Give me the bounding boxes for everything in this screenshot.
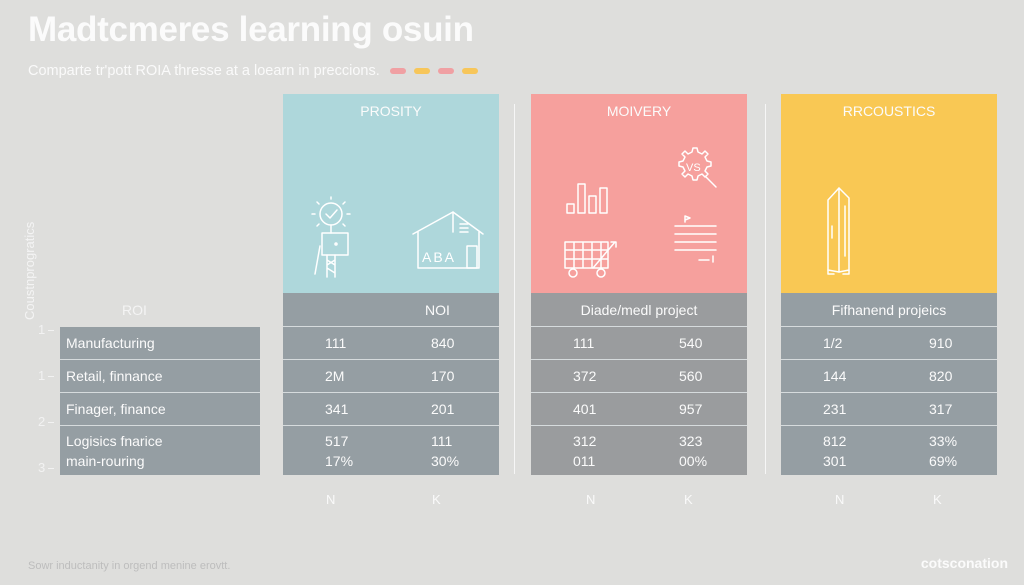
dash-yellow: [413, 68, 430, 74]
footer-note: Sowr inductanity in orgend menine erovtt…: [28, 560, 231, 572]
table-row: 312 323 011 00%: [531, 426, 747, 475]
brand-logo: cotsconation: [920, 555, 1008, 571]
panel-divider: [514, 104, 515, 474]
cell: 812: [823, 432, 847, 449]
cell: 540: [679, 335, 703, 351]
table-row: 401 957: [531, 393, 747, 426]
dash-pink: [437, 68, 454, 74]
column-footer-k: K: [933, 492, 942, 507]
panel-rrcoustics-header: RRCOUSTICS: [781, 94, 997, 293]
cell: 011: [573, 452, 596, 469]
table-row: 111 840: [283, 327, 499, 360]
table-row: 517 111 17% 30%: [283, 426, 499, 475]
cell: 17%: [325, 452, 354, 469]
lightbulb-laptop-icon: [311, 196, 351, 278]
table-header: Diade/medl project: [531, 293, 747, 327]
page-subtitle: Comparte tr'pott ROIA thresse at a loear…: [28, 63, 478, 79]
tick: 1: [38, 368, 54, 383]
cell: 323: [679, 432, 703, 449]
cell: 144: [823, 368, 847, 384]
roi-label: ROI: [122, 302, 147, 318]
folding-door-icon: [827, 187, 850, 275]
cell: 957: [679, 401, 703, 417]
panel-moivery: MOIVERY VS Diade/medl project 111 540 372…: [531, 94, 747, 475]
row-labels: Manufacturing Retail, finnance Finager, …: [60, 327, 260, 475]
cell: 111: [573, 335, 595, 351]
tick: 1: [38, 322, 54, 337]
table-row: 372 560: [531, 360, 747, 393]
cell: 910: [929, 335, 953, 351]
panel-divider: [765, 104, 766, 474]
table-row: 812 33% 301 69%: [781, 426, 997, 475]
panel-title: PROSITY: [360, 103, 422, 119]
cell: 1/2: [823, 335, 843, 351]
tick: 2: [38, 414, 54, 429]
cell: 69%: [929, 452, 958, 469]
table-row: 1/2 910: [781, 327, 997, 360]
table-row: 2M 170: [283, 360, 499, 393]
panel-rrcoustics: RRCOUSTICS Fifhanend projeics 1/2 910 144…: [781, 94, 997, 475]
row-label-logistics-line1: Logisics fnarice: [66, 432, 163, 449]
table-header: NOI: [283, 293, 499, 327]
cell: 560: [679, 368, 703, 384]
column-footer-k: K: [684, 492, 693, 507]
cell: 301: [823, 452, 847, 469]
grid-cart-icon: [564, 241, 617, 278]
cell: 231: [823, 401, 847, 417]
cell: 111: [431, 432, 453, 449]
cell: 00%: [679, 452, 708, 469]
page-title: Madtcmeres learning osuin: [28, 10, 474, 49]
column-footer-n: N: [326, 492, 336, 507]
tick: 3: [38, 460, 54, 475]
table-row: 144 820: [781, 360, 997, 393]
cell: 517: [325, 432, 349, 449]
cell: 2M: [325, 368, 345, 384]
house-icon: ABA: [412, 211, 484, 269]
cell: 312: [573, 432, 597, 449]
table-row: 341 201: [283, 393, 499, 426]
row-label-retail: Retail, finnance: [60, 360, 260, 393]
row-label-logistics: Logisics fnarice main-rouring: [60, 426, 260, 475]
panel-title: RRCOUSTICS: [842, 103, 936, 119]
cell: 30%: [431, 452, 460, 469]
cell: 317: [929, 401, 953, 417]
row-label-logistics-line2: main-rouring: [66, 452, 145, 469]
column-footer-k: K: [432, 492, 441, 507]
cell: 840: [431, 335, 455, 351]
row-label-finager: Finager, finance: [60, 393, 260, 426]
cell: 341: [325, 401, 349, 417]
cell: 170: [431, 368, 455, 384]
legend-dashes: [389, 68, 478, 74]
cell: 372: [573, 368, 597, 384]
panel-prosity-table: NOI 111 840 2M 170 341 201 517 111 17% 30%: [283, 293, 499, 475]
cell: 401: [573, 401, 597, 417]
cell: 111: [325, 335, 347, 351]
panel-title: MOIVERY: [606, 103, 672, 119]
panel-rrcoustics-table: Fifhanend projeics 1/2 910 144 820 231 317 …: [781, 293, 997, 475]
cell: 201: [431, 401, 455, 417]
panel-moivery-table: Diade/medl project 111 540 372 560 401 957 …: [531, 293, 747, 475]
svg-text:ABA: ABA: [422, 249, 456, 265]
cell: 820: [929, 368, 953, 384]
cell: 33%: [929, 432, 958, 449]
panel-prosity: PROSITY ABA NOI 111 840 2M 170 341 201 517 1…: [283, 94, 499, 475]
table-row: 231 317: [781, 393, 997, 426]
document-lines-icon: [674, 215, 717, 263]
bar-chart-icon: [566, 183, 608, 214]
panel-moivery-header: MOIVERY VS: [531, 94, 747, 293]
row-label-manufacturing: Manufacturing: [60, 327, 260, 360]
panel-prosity-header: PROSITY ABA: [283, 94, 499, 293]
column-footer-n: N: [586, 492, 596, 507]
table-row: 111 540: [531, 327, 747, 360]
column-footer-n: N: [835, 492, 845, 507]
dash-yellow: [461, 68, 478, 74]
side-axis-label: Coustnprogratics: [22, 221, 37, 320]
gear-vs-search-icon: VS: [678, 147, 717, 188]
dash-pink: [389, 68, 406, 74]
table-header: Fifhanend projeics: [781, 293, 997, 327]
svg-text:VS: VS: [686, 162, 701, 174]
subtitle-text: Comparte tr'pott ROIA thresse at a loear…: [28, 63, 380, 79]
